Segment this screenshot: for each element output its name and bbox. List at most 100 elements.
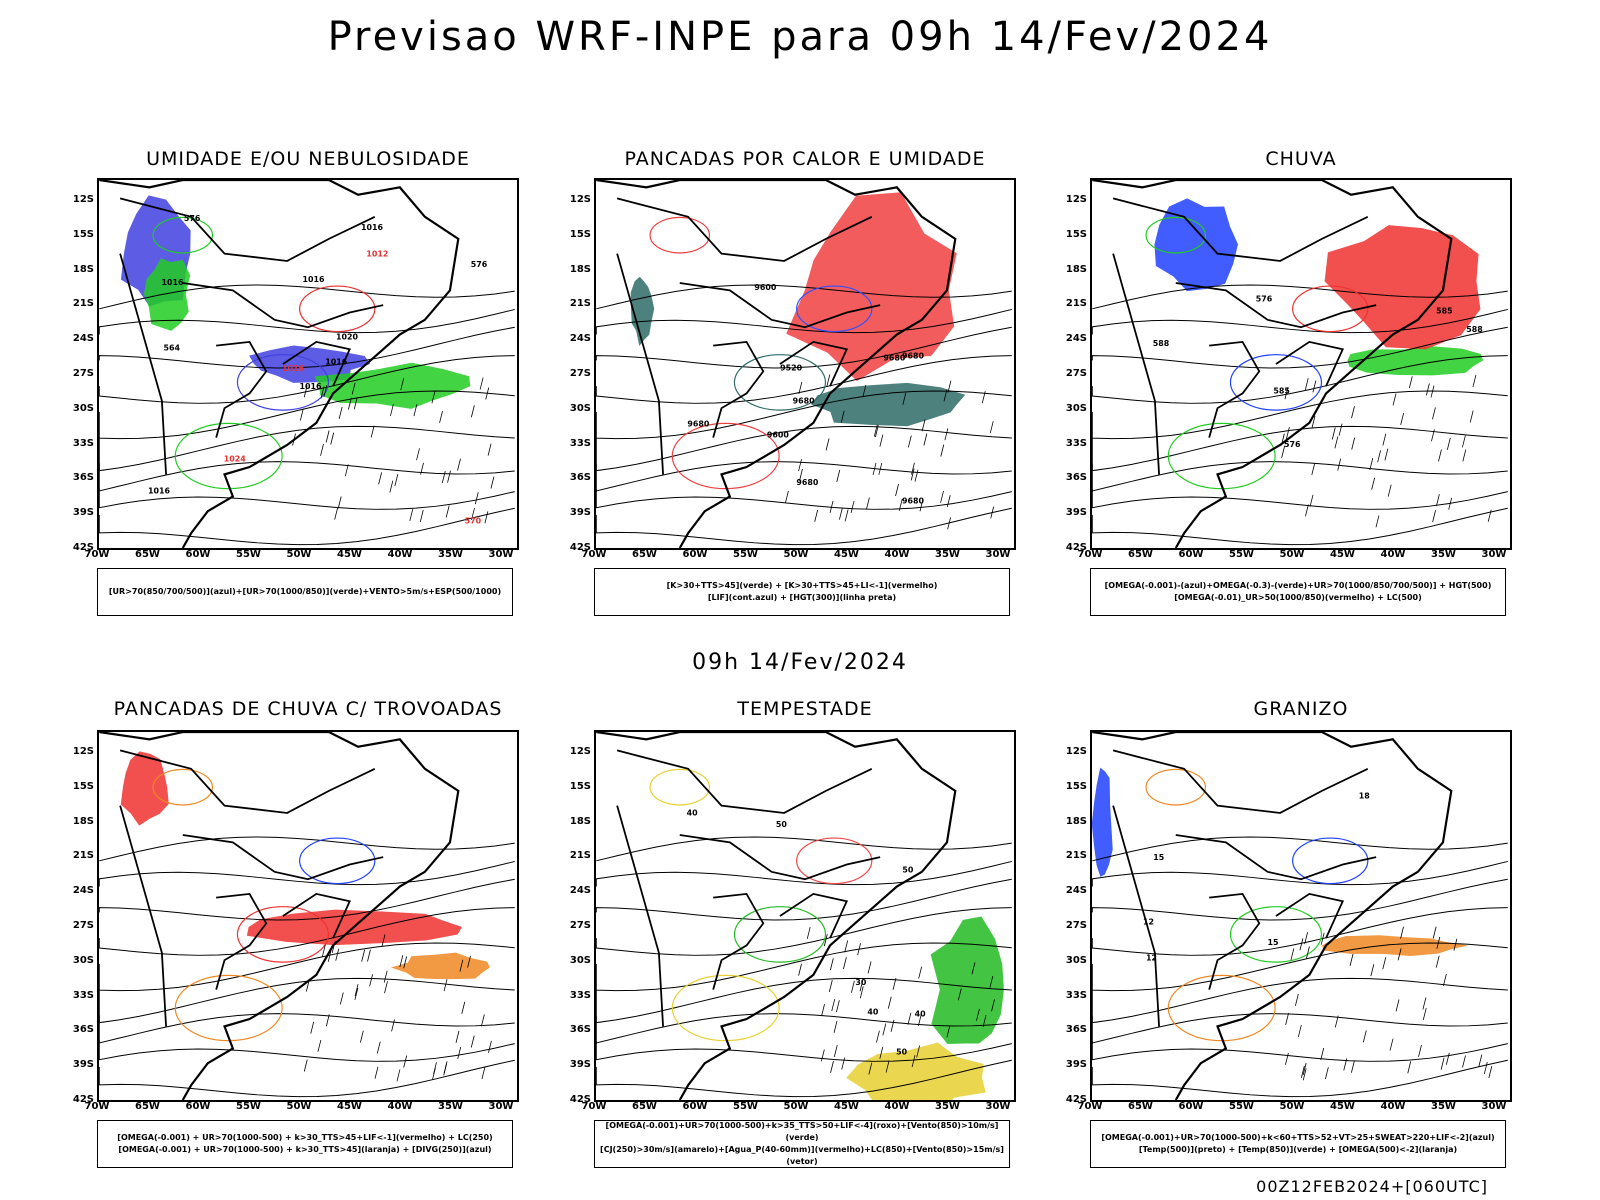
- contour-label: 40: [687, 808, 699, 817]
- latitude-tick-label: 12S: [72, 194, 94, 205]
- latitude-tick-label: 33S: [1065, 437, 1087, 449]
- latitude-tick-label: 27S: [72, 368, 94, 379]
- latitude-tick-label: 15S: [569, 228, 591, 240]
- panel-title: PANCADAS POR CALOR E UMIDADE: [624, 148, 986, 170]
- forecast-map: [97, 730, 519, 1102]
- legend-line: [OMEGA(-0.001)+UR>70(1000-500)+k<60+TTS>…: [1101, 1133, 1495, 1142]
- contour-label: 1020: [336, 333, 359, 342]
- panel-legend: [UR>70(850/700/500)](azul)+[UR>70(1000/8…: [97, 568, 513, 616]
- longitude-tick-label: 35W: [1431, 549, 1456, 560]
- longitude-tick-label: 65W: [632, 549, 657, 560]
- longitude-tick-label: 45W: [1330, 549, 1355, 560]
- latitude-tick-label: 24S: [1065, 333, 1087, 345]
- latitude-tick-label: 18S: [1065, 815, 1087, 827]
- contour-label: 1016: [162, 278, 185, 287]
- panel-legend: [OMEGA(-0.001)+UR>70(1000-500)+k>35_TTS>…: [594, 1120, 1010, 1168]
- longitude-tick-label: 55W: [1229, 549, 1254, 560]
- longitude-tick-label: 70W: [581, 1101, 607, 1112]
- longitude-tick-label: 60W: [1178, 1101, 1204, 1112]
- longitude-tick-label: 50W: [286, 549, 312, 560]
- latitude-tick-label: 36S: [569, 472, 591, 484]
- legend-line: [K>30+TTS>45](verde) + [K>30+TTS>45+LI<-…: [666, 581, 938, 590]
- contour-label: 9520: [780, 364, 803, 373]
- contour-label: 9680: [902, 497, 925, 506]
- longitude-tick-label: 45W: [834, 549, 859, 560]
- latitude-tick-label: 21S: [569, 298, 591, 310]
- longitude-tick-label: 70W: [581, 549, 607, 560]
- panel-title: CHUVA: [1265, 148, 1337, 170]
- contour-label: 18: [1359, 791, 1371, 800]
- run-info-footer: 00Z12FEB2024+[060UTC]: [1256, 1177, 1488, 1196]
- latitude-tick-label: 36S: [1065, 472, 1087, 484]
- latitude-tick-label: 30S: [72, 402, 94, 414]
- longitude-tick-label: 50W: [783, 549, 809, 560]
- forecast-map: 588 585 588 585 576 576: [1090, 178, 1512, 550]
- latitude-tick-label: 21S: [1065, 298, 1087, 310]
- contour-label: 12: [1143, 918, 1154, 927]
- longitude-tick-label: 40W: [884, 1101, 910, 1112]
- longitude-tick-label: 70W: [84, 549, 110, 560]
- longitude-tick-label: 55W: [236, 549, 261, 560]
- longitude-tick-label: 60W: [185, 549, 211, 560]
- longitude-tick-label: 50W: [783, 1101, 809, 1112]
- longitude-tick-label: 35W: [935, 549, 960, 560]
- forecast-time-subtitle: 09h 14/Fev/2024: [692, 650, 908, 675]
- latitude-tick-label: 24S: [72, 885, 94, 897]
- longitude-tick-label: 65W: [632, 1101, 657, 1112]
- contour-label: 9600: [754, 283, 777, 292]
- longitude-tick-label: 35W: [438, 1101, 463, 1112]
- latitude-tick-label: 36S: [72, 1024, 94, 1036]
- contour-label: 50: [776, 820, 788, 829]
- latitude-tick-label: 15S: [569, 780, 591, 792]
- contour-label: 1016: [300, 382, 323, 391]
- latitude-tick-label: 33S: [72, 989, 94, 1001]
- longitude-tick-label: 45W: [1330, 1101, 1355, 1112]
- contour-label: 30: [855, 978, 867, 987]
- contour-label: 576: [1284, 440, 1301, 449]
- latitude-tick-label: 15S: [72, 228, 94, 240]
- longitude-tick-label: 30W: [488, 1101, 514, 1112]
- latitude-tick-label: 33S: [569, 437, 591, 449]
- contour-label: 9680: [902, 351, 925, 360]
- contour-label: 576: [1256, 295, 1273, 304]
- longitude-tick-label: 45W: [834, 1101, 859, 1112]
- legend-line: [OMEGA(-0.001) + UR>70(1000-500) + k>30_…: [117, 1133, 493, 1142]
- latitude-tick-label: 27S: [569, 368, 591, 379]
- latitude-tick-label: 12S: [1065, 194, 1087, 205]
- latitude-tick-label: 42S: [569, 1094, 591, 1105]
- longitude-tick-label: 55W: [1229, 1101, 1254, 1112]
- latitude-tick-label: 36S: [72, 472, 94, 484]
- latitude-tick-label: 21S: [72, 298, 94, 310]
- latitude-tick-label: 18S: [569, 263, 591, 275]
- latitude-tick-label: 18S: [72, 263, 94, 275]
- forecast-map: 9680 9680 9680 9680 9680 9600 9520 9680 9600: [594, 178, 1016, 550]
- longitude-tick-label: 40W: [387, 1101, 413, 1112]
- longitude-tick-label: 70W: [1077, 1101, 1103, 1112]
- contour-label: 9680: [687, 420, 710, 429]
- latitude-tick-label: 18S: [72, 815, 94, 827]
- legend-line: [OMEGA(-0.001)+UR>70(1000-500)+k>35_TTS>…: [605, 1121, 999, 1142]
- contour-label: 40: [915, 1010, 927, 1019]
- longitude-tick-label: 35W: [438, 549, 463, 560]
- longitude-tick-label: 35W: [935, 1101, 960, 1112]
- latitude-tick-label: 12S: [1065, 746, 1087, 757]
- latitude-tick-label: 42S: [72, 1094, 94, 1105]
- legend-line: [OMEGA(-0.001) + UR>70(1000-500) + k>30_…: [118, 1145, 492, 1154]
- longitude-tick-label: 60W: [682, 549, 708, 560]
- latitude-tick-label: 39S: [1065, 1059, 1087, 1071]
- panel-legend: [K>30+TTS>45](verde) + [K>30+TTS>45+LI<-…: [594, 568, 1010, 616]
- latitude-tick-label: 33S: [72, 437, 94, 449]
- latitude-tick-label: 27S: [1065, 368, 1087, 379]
- longitude-tick-label: 55W: [733, 1101, 758, 1112]
- contour-label: 570: [465, 516, 482, 525]
- latitude-tick-label: 15S: [1065, 780, 1087, 792]
- longitude-tick-label: 35W: [1431, 1101, 1456, 1112]
- latitude-tick-label: 12S: [72, 746, 94, 757]
- contour-label: 1016: [361, 223, 384, 232]
- latitude-tick-label: 12S: [569, 194, 591, 205]
- longitude-tick-label: 30W: [1481, 549, 1507, 560]
- longitude-tick-label: 40W: [1380, 1101, 1406, 1112]
- contour-label: 576: [184, 214, 201, 223]
- longitude-tick-label: 70W: [84, 1101, 110, 1112]
- contour-label: 585: [1436, 307, 1453, 316]
